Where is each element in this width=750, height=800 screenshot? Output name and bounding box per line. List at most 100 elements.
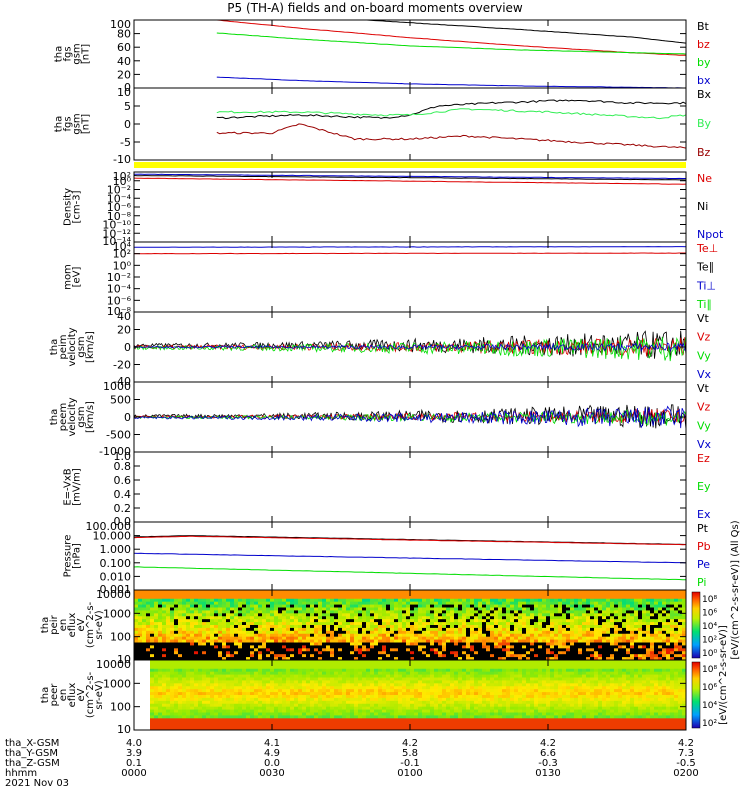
spectrogram-cell bbox=[342, 592, 347, 597]
spectrogram-cell bbox=[658, 639, 663, 644]
spectrogram-cell bbox=[430, 648, 435, 652]
spectrogram-cell bbox=[594, 625, 599, 629]
spectrogram-cell bbox=[666, 619, 671, 623]
spectrogram-cell bbox=[598, 592, 603, 597]
spectrogram-cell bbox=[370, 598, 375, 603]
spectrogram-cell bbox=[430, 613, 435, 617]
spectrogram-cell bbox=[174, 689, 179, 693]
spectrogram-cell bbox=[482, 636, 487, 641]
spectrogram-cell bbox=[170, 590, 175, 594]
spectrogram-cell bbox=[294, 630, 299, 635]
spectrogram-cell bbox=[398, 645, 403, 649]
spectrogram-cell bbox=[610, 645, 615, 649]
spectrogram-cell bbox=[478, 595, 483, 600]
spectrogram-cell bbox=[342, 627, 347, 632]
spectrogram-cell bbox=[626, 657, 631, 660]
spectrogram-cell bbox=[238, 654, 243, 658]
spectrogram-cell bbox=[254, 622, 259, 626]
spectrogram-cell bbox=[318, 590, 323, 594]
spectrogram-cell bbox=[282, 639, 287, 644]
spectrogram-cell bbox=[402, 630, 407, 635]
spectrogram-cell bbox=[230, 633, 235, 638]
spectrogram-cell bbox=[390, 604, 395, 609]
spectrogram-cell bbox=[194, 625, 199, 629]
spectrogram-cell bbox=[298, 721, 303, 725]
spectrogram-cell bbox=[462, 627, 467, 632]
spectrogram-cell bbox=[294, 686, 299, 690]
spectrogram-cell bbox=[206, 627, 211, 632]
spectrogram-cell bbox=[146, 660, 151, 664]
spectrogram-cell bbox=[282, 703, 287, 708]
spectrogram-cell bbox=[522, 654, 527, 658]
spectrogram-cell bbox=[154, 715, 159, 719]
spectrogram-cell bbox=[570, 616, 575, 620]
spectrogram-cell bbox=[138, 607, 143, 612]
spectrogram-cell bbox=[366, 633, 371, 638]
spectrogram-cell bbox=[162, 695, 167, 699]
spectrogram-cell bbox=[274, 622, 279, 626]
spectrogram-cell bbox=[198, 648, 203, 652]
spectrogram-cell bbox=[414, 639, 419, 644]
spectrogram-cell bbox=[310, 671, 315, 676]
spectrogram-cell bbox=[286, 648, 291, 652]
spectrogram-cell bbox=[510, 642, 515, 647]
spectrogram-cell bbox=[274, 727, 279, 730]
noise-series-black bbox=[134, 404, 686, 430]
spectrogram-cell bbox=[390, 592, 395, 597]
spectrogram-cell bbox=[506, 625, 511, 629]
y-tick-label: 100.000 bbox=[86, 520, 132, 533]
spectrogram-cell bbox=[518, 651, 523, 655]
spectrogram-cell bbox=[134, 662, 139, 667]
spectrogram-cell bbox=[498, 604, 503, 609]
spectrogram-cell bbox=[202, 703, 207, 708]
spectrogram-cell bbox=[174, 686, 179, 690]
spectrogram-cell bbox=[474, 619, 479, 623]
spectrogram-cell bbox=[338, 595, 343, 600]
spectrogram-cell bbox=[154, 595, 159, 600]
spectrogram-cell bbox=[502, 622, 507, 626]
spectrogram-cell bbox=[682, 598, 686, 603]
spectrogram-cell bbox=[170, 607, 175, 612]
spectrogram-cell bbox=[134, 627, 139, 632]
spectrogram-cell bbox=[266, 671, 271, 676]
spectrogram-cell bbox=[310, 724, 315, 728]
spectrogram-cell bbox=[654, 610, 659, 614]
spectrogram-cell bbox=[242, 657, 247, 660]
spectrogram-cell bbox=[210, 630, 215, 635]
spectrogram-cell bbox=[554, 639, 559, 644]
spectrogram-cell bbox=[542, 651, 547, 655]
spectrogram-cell bbox=[250, 595, 255, 600]
spectrogram-cell bbox=[654, 630, 659, 635]
spectrogram-cell bbox=[342, 709, 347, 714]
spectrogram-cell bbox=[554, 627, 559, 632]
spectrogram-cell bbox=[234, 706, 239, 711]
y-axis-label-line: [mV/m] bbox=[72, 468, 83, 506]
spectrogram-cell bbox=[566, 622, 571, 626]
spectrogram-cell bbox=[194, 636, 199, 641]
spectrogram-cell bbox=[322, 613, 327, 617]
spectrogram-cell bbox=[266, 665, 271, 670]
y-tick-label: -500 bbox=[106, 429, 131, 442]
spectrogram-cell bbox=[186, 654, 191, 658]
spectrogram-cell bbox=[218, 712, 223, 717]
spectrogram-cell bbox=[186, 622, 191, 626]
spectrogram-cell bbox=[358, 607, 363, 612]
spectrogram-cell bbox=[290, 651, 295, 655]
spectrogram-cell bbox=[554, 613, 559, 617]
spectrogram-cell bbox=[222, 668, 227, 673]
spectrogram-cell bbox=[326, 627, 331, 632]
spectrogram-cell bbox=[186, 668, 191, 673]
spectrogram-cell bbox=[350, 622, 355, 626]
spectrogram-cell bbox=[350, 636, 355, 641]
spectrogram-cell bbox=[322, 595, 327, 600]
spectrogram-cell bbox=[238, 648, 243, 652]
spectrogram-cell bbox=[290, 677, 295, 682]
spectrogram-cell bbox=[230, 709, 235, 714]
spectrogram-cell bbox=[206, 592, 211, 597]
spectrogram-cell bbox=[270, 683, 275, 687]
spectrogram-cell bbox=[518, 610, 523, 614]
spectrogram-cell bbox=[274, 613, 279, 617]
spectrogram-cell bbox=[542, 636, 547, 641]
spectrogram-cell bbox=[306, 648, 311, 652]
spectrogram-cell bbox=[482, 625, 487, 629]
